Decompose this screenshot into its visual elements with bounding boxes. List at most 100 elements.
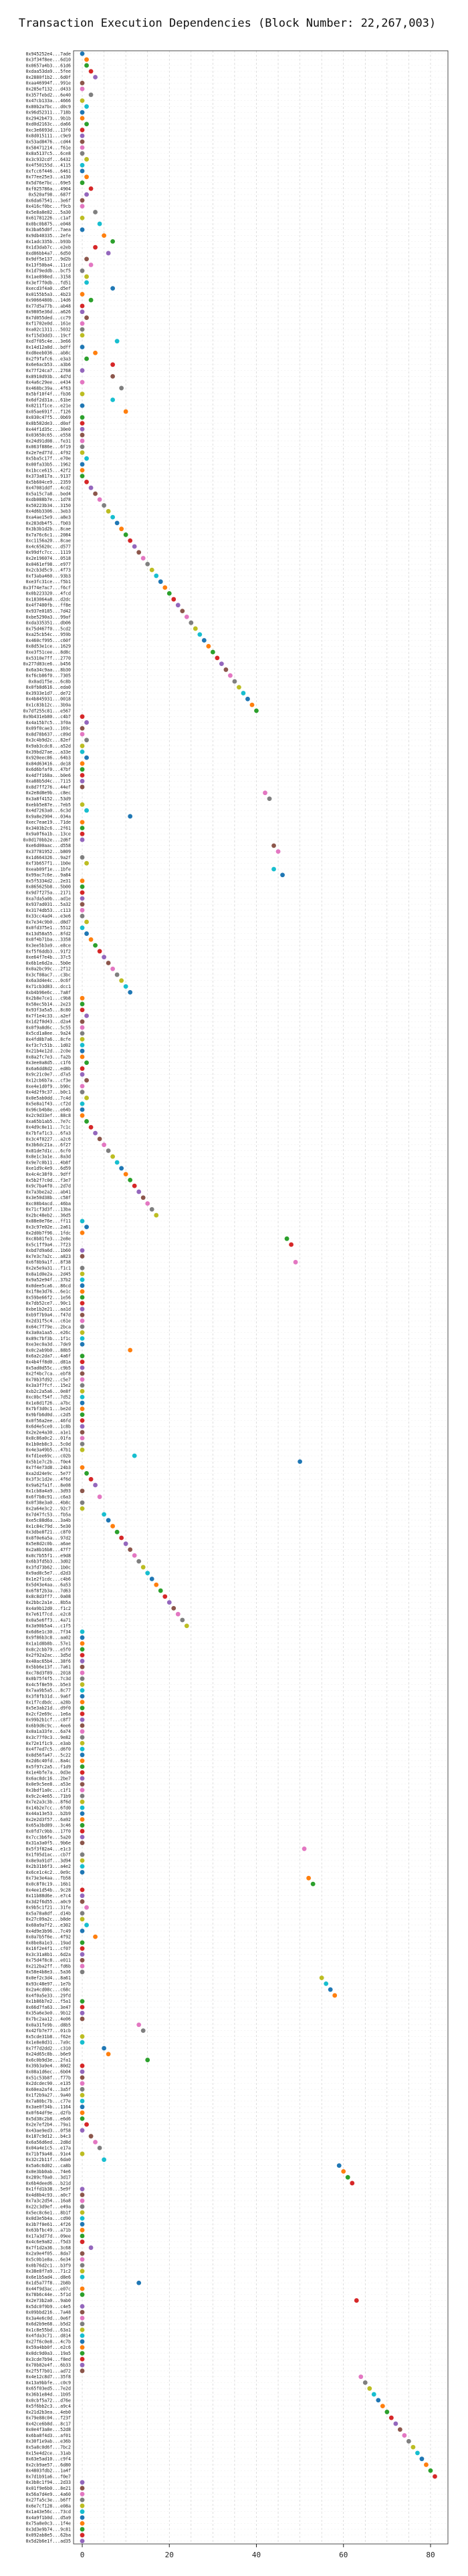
y-tick-label: 0x0b223320...4fcd (26, 591, 72, 597)
y-tick-label: 0xf3b657f1...1b0e (26, 861, 72, 866)
y-tick-label: 0x7e34c9b0...d8d7 (26, 919, 72, 925)
y-tick-label: 0x5bf10f4f...fb36 (26, 391, 72, 397)
y-tick-label: 0x212ba2ff...fd6b (26, 1963, 72, 1969)
y-tick-label: 0x60a9a7f2...e302 (26, 1923, 72, 1928)
data-point (84, 315, 89, 320)
y-tick-label: 0x8b582de3...d0af (26, 421, 72, 426)
y-tick-label: 0x7e2a3c3b...8f6d (26, 1800, 72, 1805)
data-point (271, 843, 276, 848)
y-tick-label: 0x7e61f7cd...e2c8 (26, 1612, 72, 1617)
data-point (84, 720, 89, 725)
data-point (171, 597, 177, 602)
data-point (80, 1113, 85, 1118)
y-tick-label: 0x65f03ed5...7e2d (26, 2386, 72, 2392)
y-tick-label: 0x1e4bfe7a...0d3e (26, 1770, 72, 1776)
y-tick-label: 0x3d3e9b74...9c81 (26, 2527, 72, 2532)
y-tick-label: 0xec7eae19...71de (26, 820, 72, 825)
y-tick-label: 0x24d65c8b...b6e9 (26, 2052, 72, 2057)
data-point (84, 157, 89, 162)
data-point (132, 1553, 137, 1558)
y-tick-label: 0x77ee25e3...a130 (26, 174, 72, 180)
data-point (80, 1271, 85, 1277)
data-point (132, 1453, 137, 1458)
data-point (84, 860, 89, 866)
data-point (88, 1124, 94, 1130)
data-point (106, 251, 111, 256)
data-point (293, 1259, 298, 1265)
y-tick-label: 0x7d1b91a6...f0e7 (26, 2474, 72, 2479)
data-point (80, 51, 85, 56)
y-tick-label: 0x6e6acb53...a3b6 (26, 362, 72, 367)
data-point (362, 2380, 368, 2385)
data-point (84, 919, 89, 925)
y-tick-label: 0x3ef7f0db...fd51 (26, 280, 72, 285)
x-tick-label: 0 (80, 2551, 85, 2559)
data-point (84, 1471, 89, 1476)
data-point (84, 257, 89, 262)
y-tick-label: 0x0a1a33fe...6a74 (26, 1729, 72, 1734)
y-tick-label: 0x71cb3d83...dcc1 (26, 984, 72, 989)
data-point (80, 2539, 85, 2544)
data-point (93, 1934, 98, 1939)
data-point (302, 1846, 307, 1851)
y-tick-label: 0x6f8f2b3a...7d63 (26, 1588, 72, 1593)
y-tick-label: 0x4d6b3306...3eb3 (26, 509, 72, 514)
data-point (336, 2163, 342, 2168)
y-tick-label: 0x8910d93b...4d7d (26, 374, 72, 379)
y-tick-label: 0x8e9a91df...3d94 (26, 1858, 72, 1863)
data-point (219, 661, 224, 667)
y-tick-label: 0x5a6c6d02...ca8b (26, 2163, 72, 2168)
data-point (237, 685, 241, 690)
data-point (102, 2157, 106, 2162)
data-point (93, 1482, 98, 1488)
data-point (80, 1687, 85, 1693)
y-tick-label: 0x44f9d3ac...e07c (26, 2286, 72, 2291)
y-tick-label: 0x61781226...c1af (26, 216, 72, 221)
data-point (80, 2069, 85, 2074)
y-tick-label: 0x8d7ff276...44ef (26, 784, 72, 790)
y-tick-label: 0x9db40335...2efe (26, 233, 72, 238)
data-point (345, 2175, 350, 2180)
data-point (228, 673, 233, 678)
y-tick-label: 0x7cc3b6fe...5a20 (26, 1834, 72, 1840)
data-point (97, 221, 102, 226)
data-point (80, 1359, 85, 1364)
data-point (80, 1629, 85, 1634)
data-point (388, 2415, 394, 2420)
y-tick-label: 0x6ba8f4d3...af01 (26, 2433, 72, 2438)
data-point (84, 1119, 89, 1124)
y-tick-label: 0x8c86a0c2...01fa (26, 1436, 72, 1441)
y-tick-label: 0x1b86b7e2...f5a1 (26, 1999, 72, 2004)
y-tick-label: 0xa88b5d4c...7115 (26, 779, 72, 784)
data-point (80, 1957, 85, 1963)
data-point (80, 1025, 85, 1030)
data-point (80, 2527, 85, 2532)
data-point (197, 632, 203, 637)
y-tick-label: 0x5e8d2c0b...a6ae (26, 1541, 72, 1547)
data-point (80, 1834, 85, 1840)
y-tick-label: 0x2c9d33ef...88c8 (26, 1113, 72, 1118)
data-point (428, 2468, 433, 2473)
data-point (110, 286, 116, 291)
data-point (80, 1084, 85, 1089)
y-tick-label: 0x0b75f4f5...7c3d (26, 1676, 72, 1681)
data-point (114, 520, 120, 526)
y-tick-label: 0x93c48e97...1e7b (26, 1981, 72, 1987)
y-tick-label: 0x35a6e3e0...9b12 (26, 2011, 72, 2016)
y-tick-label: 0x63e5ad10...c9f4 (26, 2456, 72, 2462)
data-point (80, 345, 85, 349)
y-tick-label: 0x42ce6b8d...8c17 (26, 2421, 72, 2426)
y-tick-label: 0x21d2b3ea...4eb0 (26, 2410, 72, 2415)
y-tick-label: 0x2bc48eb2...36d5 (26, 1213, 72, 1218)
y-tick-label: 0x3c97e02e...2a61 (26, 1225, 72, 1230)
data-point (84, 63, 89, 68)
data-point (80, 837, 85, 842)
data-point (140, 2028, 146, 2034)
x-tick-label: 80 (426, 2551, 435, 2559)
y-tick-label: 0x99dfc7cc...1119 (26, 550, 72, 555)
data-point (80, 1265, 85, 1271)
y-tick-label: 0x6b4deed6...b21d (26, 2181, 72, 2186)
data-point (80, 145, 85, 150)
y-tick-label: 0x75d467f0...5cd2 (26, 626, 72, 631)
